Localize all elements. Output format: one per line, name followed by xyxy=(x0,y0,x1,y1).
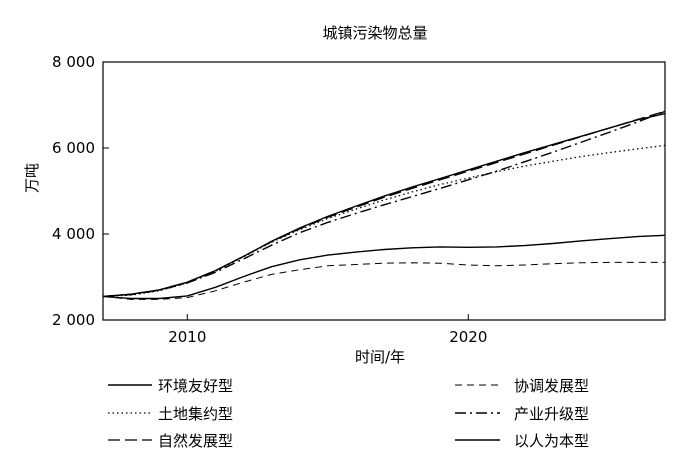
x-axis-label: 时间/年 xyxy=(355,348,405,366)
plot-area xyxy=(102,61,666,321)
y-tick-label: 2 000 xyxy=(52,311,95,329)
y-axis-label: 万吨 xyxy=(23,163,41,193)
y-tick-label: 6 000 xyxy=(52,139,95,157)
series-line-2 xyxy=(102,144,666,298)
x-tick-label: 2020 xyxy=(449,328,487,346)
legend-label: 自然发展型 xyxy=(158,432,233,450)
x-tick-label: 2010 xyxy=(168,328,206,346)
series-line-1 xyxy=(102,234,666,300)
series-line-4 xyxy=(102,261,665,300)
y-tick-label: 8 000 xyxy=(52,53,95,71)
legend-label: 协调发展型 xyxy=(514,377,589,395)
y-axis: 2 000 4 000 6 000 8 000 xyxy=(52,53,109,329)
chart-title: 城镇污染物总量 xyxy=(322,24,427,42)
series-lines xyxy=(102,110,666,300)
legend-label: 产业升级型 xyxy=(514,405,589,423)
y-tick-label: 4 000 xyxy=(52,225,95,243)
legend-label: 以人为本型 xyxy=(514,432,589,450)
legend-label: 土地集约型 xyxy=(158,405,233,423)
series-line-3 xyxy=(102,110,666,298)
x-axis: 2010 2020 xyxy=(168,314,487,346)
series-line-6 xyxy=(102,112,666,298)
series-line-5 xyxy=(102,110,666,298)
legend-label: 环境友好型 xyxy=(158,377,233,395)
